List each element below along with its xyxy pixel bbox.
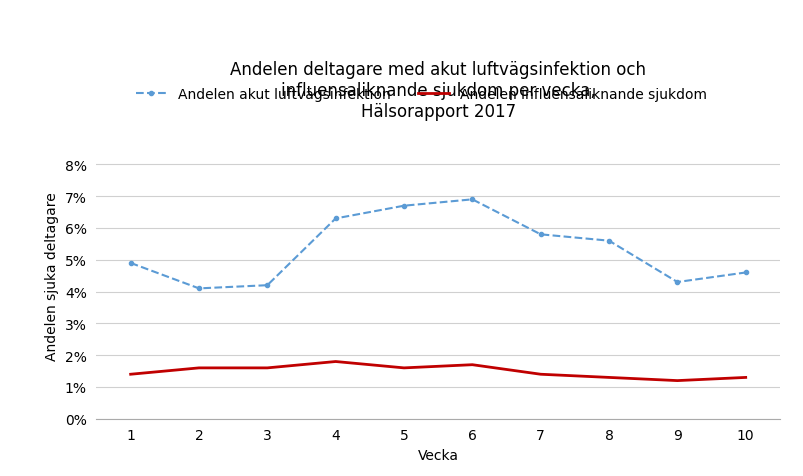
Line: Andelen influensaliknande sjukdom: Andelen influensaliknande sjukdom bbox=[130, 362, 744, 381]
Andelen akut luftvägsinfektion bbox=[398, 203, 408, 209]
Andelen influensaliknande sjukdom bbox=[740, 375, 749, 380]
Andelen influensaliknande sjukdom bbox=[262, 365, 271, 371]
Andelen akut luftvägsinfektion bbox=[535, 232, 544, 238]
Andelen akut luftvägsinfektion bbox=[331, 216, 340, 222]
Andelen influensaliknande sjukdom bbox=[194, 365, 204, 371]
Andelen akut luftvägsinfektion bbox=[604, 238, 613, 244]
Andelen influensaliknande sjukdom bbox=[398, 365, 408, 371]
X-axis label: Vecka: Vecka bbox=[418, 448, 458, 462]
Andelen influensaliknande sjukdom bbox=[535, 372, 544, 377]
Andelen influensaliknande sjukdom bbox=[671, 378, 681, 384]
Title: Andelen deltagare med akut luftvägsinfektion och
influensaliknande sjukdom per v: Andelen deltagare med akut luftvägsinfek… bbox=[230, 61, 646, 120]
Andelen influensaliknande sjukdom bbox=[331, 359, 340, 365]
Andelen akut luftvägsinfektion bbox=[467, 197, 477, 203]
Andelen influensaliknande sjukdom bbox=[604, 375, 613, 380]
Legend: Andelen akut luftvägsinfektion, Andelen influensaliknande sjukdom: Andelen akut luftvägsinfektion, Andelen … bbox=[130, 82, 711, 107]
Andelen influensaliknande sjukdom bbox=[467, 362, 477, 368]
Andelen influensaliknande sjukdom bbox=[125, 372, 135, 377]
Andelen akut luftvägsinfektion bbox=[125, 260, 135, 266]
Y-axis label: Andelen sjuka deltagare: Andelen sjuka deltagare bbox=[45, 192, 59, 360]
Andelen akut luftvägsinfektion bbox=[671, 279, 681, 285]
Andelen akut luftvägsinfektion bbox=[194, 286, 204, 292]
Andelen akut luftvägsinfektion bbox=[262, 283, 271, 288]
Andelen akut luftvägsinfektion bbox=[740, 270, 749, 276]
Line: Andelen akut luftvägsinfektion: Andelen akut luftvägsinfektion bbox=[128, 198, 747, 291]
